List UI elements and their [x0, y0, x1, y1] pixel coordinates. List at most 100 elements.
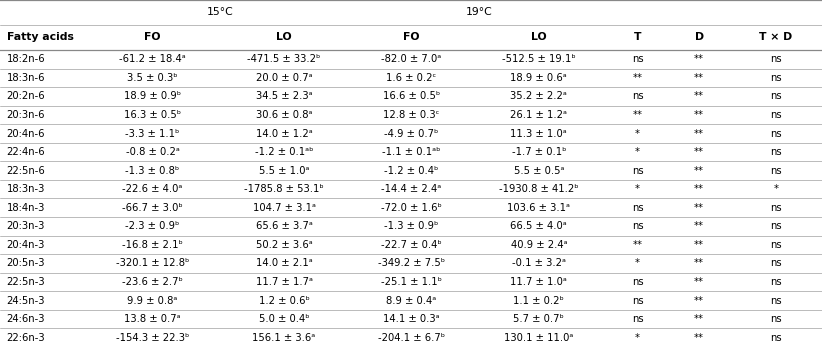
Text: 22:4n-6: 22:4n-6 [7, 147, 45, 157]
Text: 16.3 ± 0.5ᵇ: 16.3 ± 0.5ᵇ [124, 110, 181, 120]
Text: ns: ns [631, 221, 644, 231]
Text: -471.5 ± 33.2ᵇ: -471.5 ± 33.2ᵇ [247, 54, 321, 64]
Text: 24:5n-3: 24:5n-3 [7, 296, 45, 306]
Text: -82.0 ± 7.0ᵃ: -82.0 ± 7.0ᵃ [381, 54, 441, 64]
Text: 34.5 ± 2.3ᵃ: 34.5 ± 2.3ᵃ [256, 91, 312, 101]
Text: 20:4n-6: 20:4n-6 [7, 128, 45, 138]
Text: -1.3 ± 0.8ᵇ: -1.3 ± 0.8ᵇ [126, 166, 179, 176]
Text: 156.1 ± 3.6ᵃ: 156.1 ± 3.6ᵃ [252, 333, 316, 343]
Text: 20:2n-6: 20:2n-6 [7, 91, 45, 101]
Text: 40.9 ± 2.4ᵃ: 40.9 ± 2.4ᵃ [510, 240, 567, 250]
Text: T: T [634, 33, 641, 42]
Text: -1930.8 ± 41.2ᵇ: -1930.8 ± 41.2ᵇ [499, 184, 579, 194]
Text: **: ** [694, 91, 704, 101]
Text: -1785.8 ± 53.1ᵇ: -1785.8 ± 53.1ᵇ [244, 184, 324, 194]
Text: -154.3 ± 22.3ᵇ: -154.3 ± 22.3ᵇ [116, 333, 189, 343]
Text: 16.6 ± 0.5ᵇ: 16.6 ± 0.5ᵇ [383, 91, 440, 101]
Text: ns: ns [770, 91, 782, 101]
Text: **: ** [694, 54, 704, 64]
Text: **: ** [694, 147, 704, 157]
Text: -1.2 ± 0.1ᵃᵇ: -1.2 ± 0.1ᵃᵇ [255, 147, 313, 157]
Text: D: D [695, 33, 704, 42]
Text: 22:5n-3: 22:5n-3 [7, 277, 45, 287]
Text: ns: ns [770, 166, 782, 176]
Text: ns: ns [770, 314, 782, 324]
Text: 20:3n-3: 20:3n-3 [7, 221, 45, 231]
Text: ns: ns [770, 54, 782, 64]
Text: ns: ns [770, 221, 782, 231]
Text: -0.1 ± 3.2ᵃ: -0.1 ± 3.2ᵃ [512, 259, 566, 269]
Text: **: ** [694, 73, 704, 83]
Text: ns: ns [631, 296, 644, 306]
Text: 18:2n-6: 18:2n-6 [7, 54, 45, 64]
Text: -16.8 ± 2.1ᵇ: -16.8 ± 2.1ᵇ [122, 240, 183, 250]
Text: ns: ns [631, 91, 644, 101]
Text: -25.1 ± 1.1ᵇ: -25.1 ± 1.1ᵇ [381, 277, 442, 287]
Text: *: * [635, 333, 640, 343]
Text: 5.5 ± 1.0ᵃ: 5.5 ± 1.0ᵃ [259, 166, 309, 176]
Text: ns: ns [631, 314, 644, 324]
Text: 5.0 ± 0.4ᵇ: 5.0 ± 0.4ᵇ [259, 314, 309, 324]
Text: ns: ns [770, 147, 782, 157]
Text: -61.2 ± 18.4ᵃ: -61.2 ± 18.4ᵃ [119, 54, 186, 64]
Text: **: ** [694, 259, 704, 269]
Text: ns: ns [770, 73, 782, 83]
Text: 15°C: 15°C [207, 8, 233, 17]
Text: -1.2 ± 0.4ᵇ: -1.2 ± 0.4ᵇ [384, 166, 439, 176]
Text: **: ** [694, 314, 704, 324]
Text: -1.1 ± 0.1ᵃᵇ: -1.1 ± 0.1ᵃᵇ [382, 147, 441, 157]
Text: 5.5 ± 0.5ᵃ: 5.5 ± 0.5ᵃ [514, 166, 564, 176]
Text: **: ** [632, 73, 643, 83]
Text: ns: ns [770, 296, 782, 306]
Text: FO: FO [403, 33, 420, 42]
Text: **: ** [694, 296, 704, 306]
Text: *: * [635, 128, 640, 138]
Text: 3.5 ± 0.3ᵇ: 3.5 ± 0.3ᵇ [127, 73, 178, 83]
Text: 20:3n-6: 20:3n-6 [7, 110, 45, 120]
Text: 11.3 ± 1.0ᵃ: 11.3 ± 1.0ᵃ [510, 128, 567, 138]
Text: 18:4n-3: 18:4n-3 [7, 203, 45, 213]
Text: 130.1 ± 11.0ᵃ: 130.1 ± 11.0ᵃ [504, 333, 574, 343]
Text: 22:6n-3: 22:6n-3 [7, 333, 45, 343]
Text: 12.8 ± 0.3ᶜ: 12.8 ± 0.3ᶜ [383, 110, 440, 120]
Text: ns: ns [770, 203, 782, 213]
Text: 20:5n-3: 20:5n-3 [7, 259, 45, 269]
Text: 103.6 ± 3.1ᵃ: 103.6 ± 3.1ᵃ [507, 203, 570, 213]
Text: -72.0 ± 1.6ᵇ: -72.0 ± 1.6ᵇ [381, 203, 442, 213]
Text: *: * [774, 184, 778, 194]
Text: 65.6 ± 3.7ᵃ: 65.6 ± 3.7ᵃ [256, 221, 312, 231]
Text: 18.9 ± 0.6ᵃ: 18.9 ± 0.6ᵃ [510, 73, 567, 83]
Text: -2.3 ± 0.9ᵇ: -2.3 ± 0.9ᵇ [125, 221, 180, 231]
Text: -512.5 ± 19.1ᵇ: -512.5 ± 19.1ᵇ [502, 54, 575, 64]
Text: 1.1 ± 0.2ᵇ: 1.1 ± 0.2ᵇ [514, 296, 564, 306]
Text: -22.7 ± 0.4ᵇ: -22.7 ± 0.4ᵇ [381, 240, 441, 250]
Text: 8.9 ± 0.4ᵃ: 8.9 ± 0.4ᵃ [386, 296, 436, 306]
Text: ns: ns [770, 240, 782, 250]
Text: 104.7 ± 3.1ᵃ: 104.7 ± 3.1ᵃ [252, 203, 316, 213]
Text: 11.7 ± 1.7ᵃ: 11.7 ± 1.7ᵃ [256, 277, 312, 287]
Text: -349.2 ± 7.5ᵇ: -349.2 ± 7.5ᵇ [378, 259, 445, 269]
Text: **: ** [694, 333, 704, 343]
Text: LO: LO [276, 33, 292, 42]
Text: -23.6 ± 2.7ᵇ: -23.6 ± 2.7ᵇ [122, 277, 183, 287]
Text: ns: ns [770, 259, 782, 269]
Text: -320.1 ± 12.8ᵇ: -320.1 ± 12.8ᵇ [116, 259, 189, 269]
Text: -66.7 ± 3.0ᵇ: -66.7 ± 3.0ᵇ [122, 203, 182, 213]
Text: ns: ns [631, 203, 644, 213]
Text: *: * [635, 259, 640, 269]
Text: -3.3 ± 1.1ᵇ: -3.3 ± 1.1ᵇ [125, 128, 180, 138]
Text: Fatty acids: Fatty acids [7, 33, 73, 42]
Text: ns: ns [770, 110, 782, 120]
Text: **: ** [694, 128, 704, 138]
Text: ns: ns [631, 54, 644, 64]
Text: -4.9 ± 0.7ᵇ: -4.9 ± 0.7ᵇ [384, 128, 439, 138]
Text: ns: ns [770, 128, 782, 138]
Text: 1.2 ± 0.6ᵇ: 1.2 ± 0.6ᵇ [259, 296, 309, 306]
Text: 26.1 ± 1.2ᵃ: 26.1 ± 1.2ᵃ [510, 110, 567, 120]
Text: **: ** [694, 240, 704, 250]
Text: 11.7 ± 1.0ᵃ: 11.7 ± 1.0ᵃ [510, 277, 567, 287]
Text: **: ** [694, 277, 704, 287]
Text: **: ** [694, 203, 704, 213]
Text: **: ** [694, 184, 704, 194]
Text: FO: FO [144, 33, 161, 42]
